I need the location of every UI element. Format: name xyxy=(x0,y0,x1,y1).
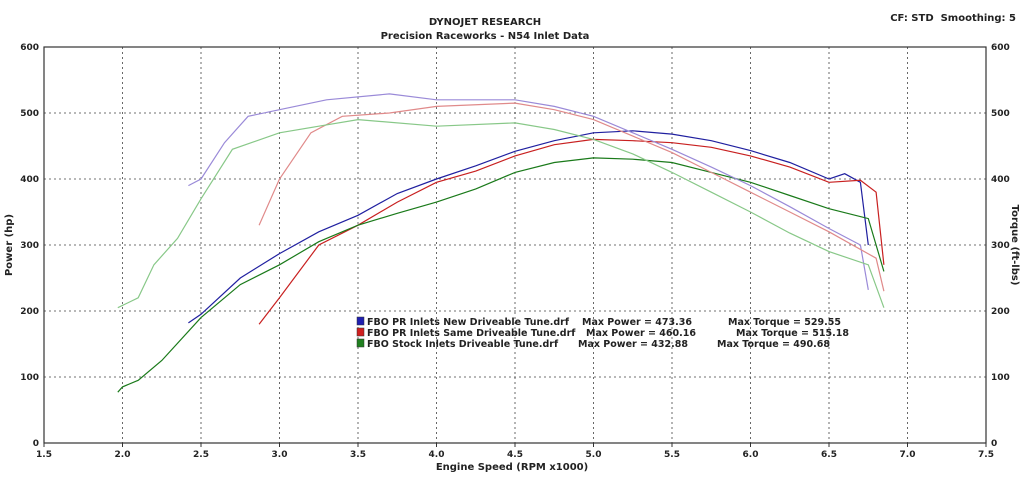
series-line-torque-5 xyxy=(117,118,885,309)
y2-tick-label: 600 xyxy=(991,43,1010,53)
legend: FBO PR Inlets New Driveable Tune.drf Max … xyxy=(356,316,849,350)
legend-run-name: FBO PR Inlets New Driveable Tune.drf xyxy=(367,317,570,328)
series-line-power-1 xyxy=(258,138,885,325)
x-tick-label: 7.0 xyxy=(900,450,916,460)
legend-max-power: Max Power = 473.36 xyxy=(582,317,692,328)
y-tick-label: 300 xyxy=(20,241,39,251)
series-lines xyxy=(117,93,885,393)
x-tick-label: 3.0 xyxy=(272,450,288,460)
plot-frame xyxy=(43,46,987,444)
x-tick-label: 6.5 xyxy=(821,450,837,460)
y-tick-label: 600 xyxy=(20,43,39,53)
series-line-power-0 xyxy=(188,130,869,324)
x-tick-label: 1.5 xyxy=(36,450,52,460)
legend-max-torque: Max Torque = 529.55 xyxy=(728,317,841,328)
y2-tick-label: 0 xyxy=(991,439,997,449)
grid xyxy=(43,47,987,447)
series-line-power-2 xyxy=(117,157,885,393)
legend-swatch xyxy=(356,327,365,337)
legend-max-power: Max Power = 432.88 xyxy=(578,339,688,350)
x-tick-label: 7.5 xyxy=(978,450,994,460)
series-line-torque-3 xyxy=(188,93,869,291)
legend-max-torque: Max Torque = 490.68 xyxy=(717,339,830,350)
x-tick-label: 5.5 xyxy=(664,450,680,460)
legend-max-power: Max Power = 460.16 xyxy=(586,328,696,339)
legend-run-name: FBO PR Inlets Same Driveable Tune.drf xyxy=(367,328,576,339)
x-tick-label: 2.5 xyxy=(193,450,209,460)
legend-max-torque: Max Torque = 515.18 xyxy=(736,328,849,339)
series-line-torque-4 xyxy=(258,102,885,292)
y-tick-label: 200 xyxy=(20,307,39,317)
chart-title: DYNOJET RESEARCH xyxy=(429,17,541,28)
y-axis-label: Power (hp) xyxy=(4,214,15,276)
x-tick-label: 2.0 xyxy=(115,450,131,460)
legend-swatch xyxy=(356,338,365,348)
x-axis-label: Engine Speed (RPM x1000) xyxy=(436,462,588,473)
x-tick-label: 5.0 xyxy=(586,450,602,460)
y-tick-label: 100 xyxy=(20,373,39,383)
x-tick-label: 6.0 xyxy=(743,450,759,460)
y2-tick-label: 200 xyxy=(991,307,1010,317)
y2-axis-label: Torque (ft-lbs) xyxy=(1009,205,1020,286)
y2-tick-label: 400 xyxy=(991,175,1010,185)
chart-subtitle: Precision Raceworks - N54 Inlet Data xyxy=(381,31,590,42)
corner-note: CF: STD Smoothing: 5 xyxy=(890,13,1016,24)
x-tick-label: 4.5 xyxy=(507,450,523,460)
y2-tick-label: 100 xyxy=(991,373,1010,383)
y-tick-label: 0 xyxy=(33,439,39,449)
y2-tick-label: 300 xyxy=(991,241,1010,251)
y-tick-label: 400 xyxy=(20,175,39,185)
tick-labels: 1.5 2.0 2.5 3.0 3.5 4.0 4.5 5.0 5.5 6.0 6.5 7.0 7.50… xyxy=(20,43,1010,460)
legend-run-name: FBO Stock Inlets Driveable Tune.drf xyxy=(367,339,559,350)
y2-tick-label: 500 xyxy=(991,109,1010,119)
x-tick-label: 3.5 xyxy=(350,450,366,460)
y-tick-label: 500 xyxy=(20,109,39,119)
x-tick-label: 4.0 xyxy=(429,450,445,460)
legend-swatch xyxy=(356,316,365,326)
